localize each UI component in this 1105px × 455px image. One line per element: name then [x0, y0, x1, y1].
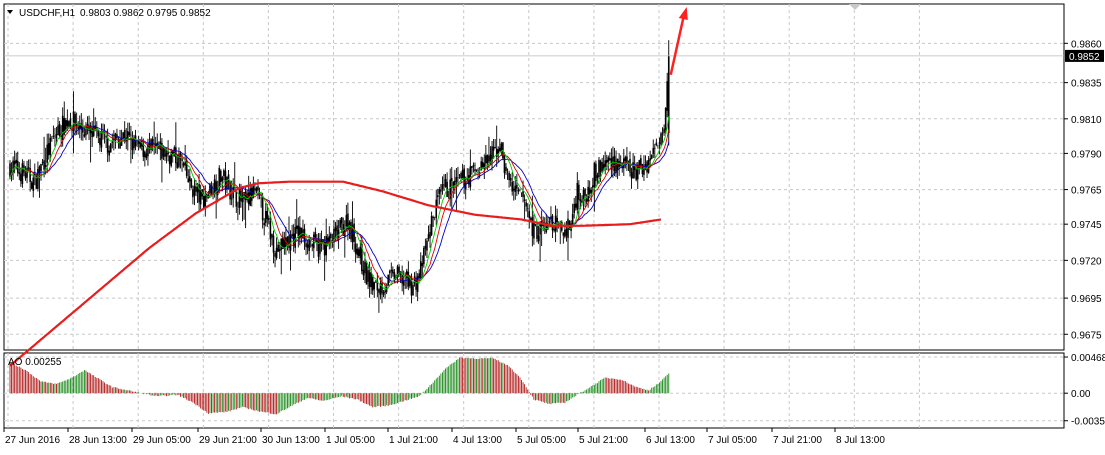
y-tick-label: 0.9765 — [1071, 186, 1102, 197]
price-pane — [3, 3, 1065, 351]
ao-header: AO 0.00255 — [8, 357, 62, 368]
arrow-head-icon — [678, 7, 688, 20]
ao-pane — [3, 352, 1065, 429]
symbol-label: USDCHF,H1 — [19, 8, 76, 19]
chart-frame — [3, 3, 1065, 429]
current-price-label: 0.9852 — [1069, 52, 1100, 63]
x-tick-label: 8 Jul 13:00 — [836, 435, 885, 446]
ma-mid-line — [9, 123, 670, 287]
chart-shift-marker-icon[interactable] — [849, 4, 861, 10]
x-tick-label: 29 Jun 21:00 — [199, 435, 257, 446]
chart-header[interactable]: USDCHF,H1 0.9803 0.9862 0.9795 0.9852 — [7, 8, 211, 19]
y-tick-label: 0.9835 — [1071, 79, 1102, 90]
x-tick-label: 7 Jul 21:00 — [773, 435, 822, 446]
y-tick-label: 0.9720 — [1071, 256, 1102, 267]
y-tick-label: 0.9810 — [1071, 115, 1102, 126]
ao-tick-label: -0.00356 — [1071, 417, 1105, 428]
y-tick-label: 0.9790 — [1071, 149, 1102, 160]
ao-tick-label: 0.00468 — [1071, 353, 1105, 364]
x-tick-label: 5 Jul 05:00 — [517, 435, 566, 446]
ao-tick-label: 0.00 — [1071, 389, 1091, 400]
ao-histogram — [9, 357, 670, 415]
trend-arrow-icon — [669, 15, 685, 76]
ma-fast-line — [9, 116, 670, 290]
x-tick-label: 30 Jun 13:00 — [262, 435, 320, 446]
x-tick-label: 1 Jul 05:00 — [326, 435, 375, 446]
x-tick-label: 29 Jun 05:00 — [133, 435, 191, 446]
x-tick-label: 27 Jun 2016 — [5, 435, 60, 446]
current-price-tag — [1065, 49, 1104, 62]
y-tick-label: 0.9745 — [1071, 220, 1102, 231]
overlay: 0.9852 — [4, 4, 1104, 76]
x-tick-label: 4 Jul 13:00 — [453, 435, 502, 446]
dropdown-triangle-icon[interactable] — [7, 10, 13, 14]
ohlc-readout: 0.9803 0.9862 0.9795 0.9852 — [80, 8, 211, 19]
y-tick-label: 0.9675 — [1071, 330, 1102, 341]
ao-label: AO 0.00255 — [8, 357, 62, 368]
y-tick-label: 0.9860 — [1071, 39, 1102, 50]
y-tick-label: 0.9695 — [1071, 294, 1102, 305]
axes: 0.9860 0.9835 0.9810 0.9790 0.9765 0.9745 0.97… — [3, 39, 1105, 446]
ma-long-line — [9, 180, 662, 367]
x-tick-label: 7 Jul 05:00 — [708, 435, 757, 446]
x-tick-label: 6 Jul 13:00 — [646, 435, 695, 446]
moving-averages — [9, 116, 670, 367]
x-tick-label: 5 Jul 21:00 — [579, 435, 628, 446]
x-tick-label: 28 Jun 13:00 — [69, 435, 127, 446]
x-tick-label: 1 Jul 21:00 — [389, 435, 438, 446]
